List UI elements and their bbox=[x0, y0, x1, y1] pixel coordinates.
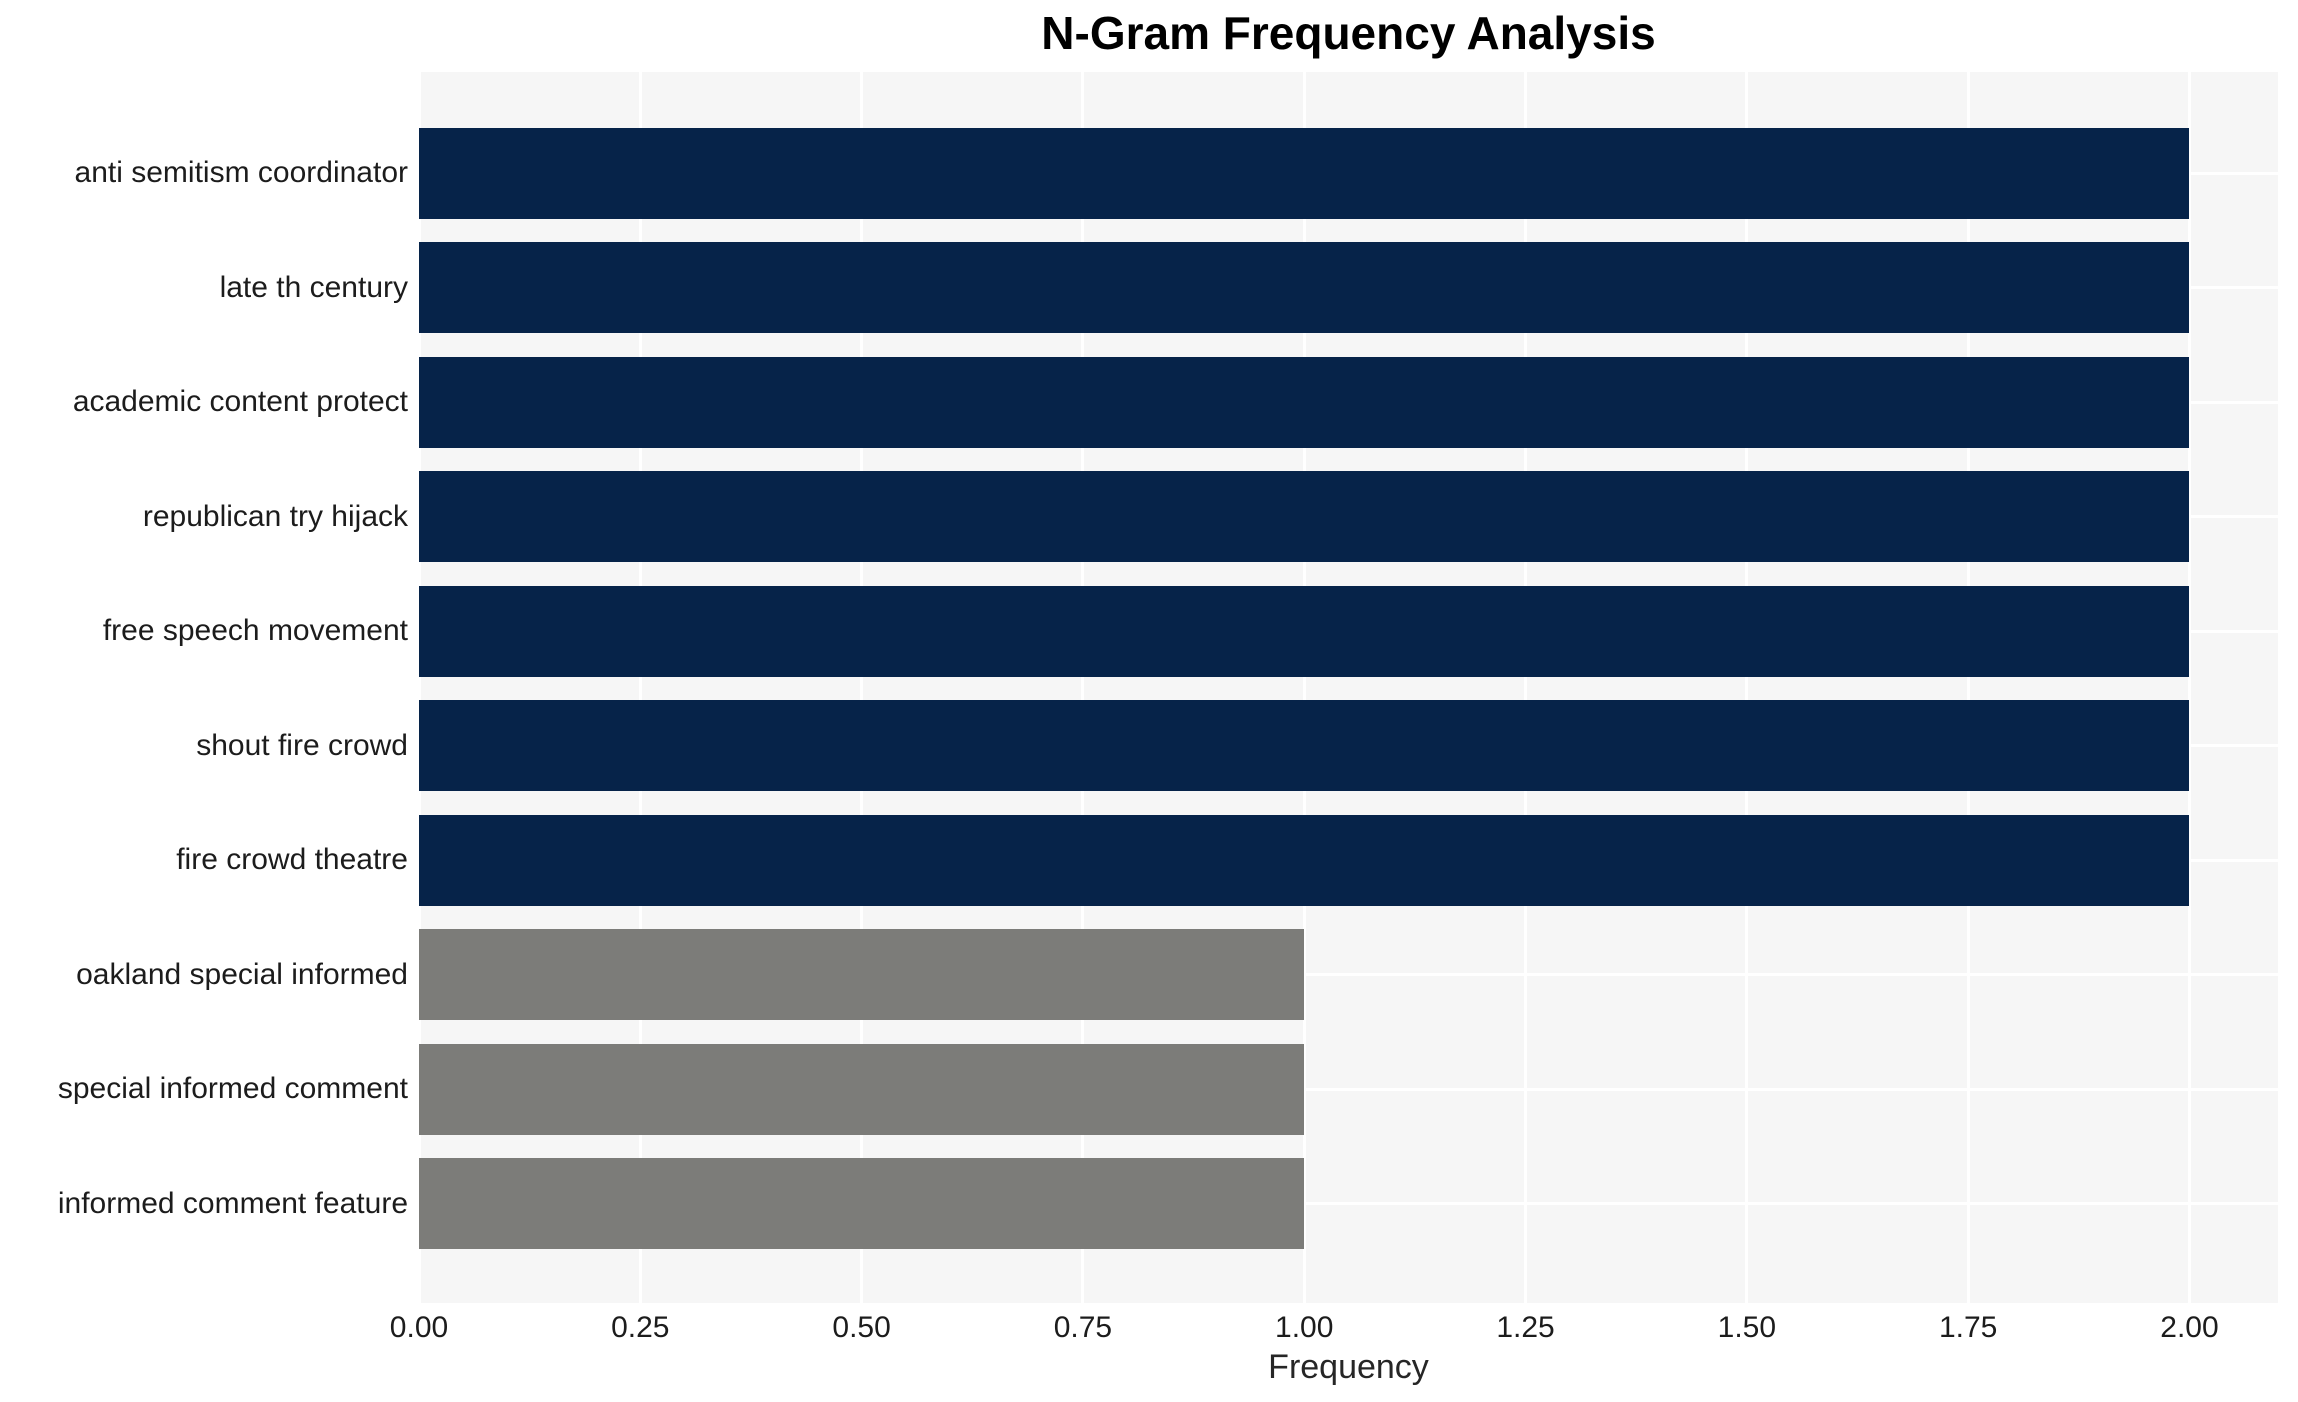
x-axis-tick-labels: 0.00 0.25 0.50 0.75 1.00 1.25 1.50 1.75 2.00 bbox=[390, 1303, 2278, 1347]
category-label: republican try hijack bbox=[142, 499, 408, 533]
x-tick-label: 1.25 bbox=[1496, 1311, 1555, 1344]
x-gridline bbox=[417, 72, 421, 1303]
bar bbox=[419, 700, 2190, 791]
plot-area bbox=[417, 72, 2278, 1303]
y-axis-labels: anti semitism coordinator late th century… bbox=[0, 72, 408, 1303]
chart-title: N-Gram Frequency Analysis bbox=[1041, 7, 1656, 59]
x-tick-label: 0.75 bbox=[1053, 1311, 1113, 1344]
x-gridline bbox=[1081, 72, 1085, 1303]
bar bbox=[419, 929, 1305, 1020]
bar bbox=[419, 585, 2190, 677]
x-tick-label: 1.00 bbox=[1275, 1311, 1334, 1344]
x-tick-label: 1.50 bbox=[1717, 1311, 1777, 1344]
category-label: academic content protect bbox=[72, 385, 408, 418]
category-label: oakland special informed bbox=[76, 957, 408, 991]
x-axis-title: Frequency bbox=[1268, 1348, 1429, 1386]
bar bbox=[419, 471, 2190, 562]
category-label: special informed comment bbox=[57, 1072, 408, 1105]
x-gridline bbox=[860, 72, 864, 1303]
bar bbox=[419, 1043, 1305, 1135]
x-gridline bbox=[1966, 72, 1970, 1303]
category-label: fire crowd theatre bbox=[176, 843, 408, 876]
y-gridline bbox=[419, 1202, 2278, 1205]
category-label: informed comment feature bbox=[57, 1186, 408, 1220]
x-gridline bbox=[1745, 72, 1749, 1303]
bar bbox=[419, 1158, 1305, 1249]
category-label: anti semitism coordinator bbox=[74, 156, 408, 189]
y-gridline bbox=[419, 973, 2278, 976]
x-gridline bbox=[1524, 72, 1528, 1303]
x-tick-label: 2.00 bbox=[2160, 1311, 2219, 1344]
category-label: free speech movement bbox=[102, 614, 408, 647]
x-tick-label: 1.75 bbox=[1938, 1311, 1998, 1344]
bar bbox=[419, 127, 2190, 219]
x-tick-label: 0.00 bbox=[389, 1311, 449, 1344]
x-gridline bbox=[638, 72, 642, 1303]
category-label: shout fire crowd bbox=[196, 728, 408, 762]
category-label: late th century bbox=[219, 270, 408, 304]
x-tick-label: 0.25 bbox=[611, 1311, 670, 1344]
bar bbox=[419, 356, 2190, 448]
y-gridline bbox=[419, 1087, 2278, 1091]
bar bbox=[419, 814, 2190, 906]
x-gridline bbox=[2187, 72, 2191, 1303]
x-gridline bbox=[1302, 72, 1306, 1303]
bar bbox=[419, 242, 2190, 333]
x-tick-label: 0.50 bbox=[832, 1311, 891, 1344]
